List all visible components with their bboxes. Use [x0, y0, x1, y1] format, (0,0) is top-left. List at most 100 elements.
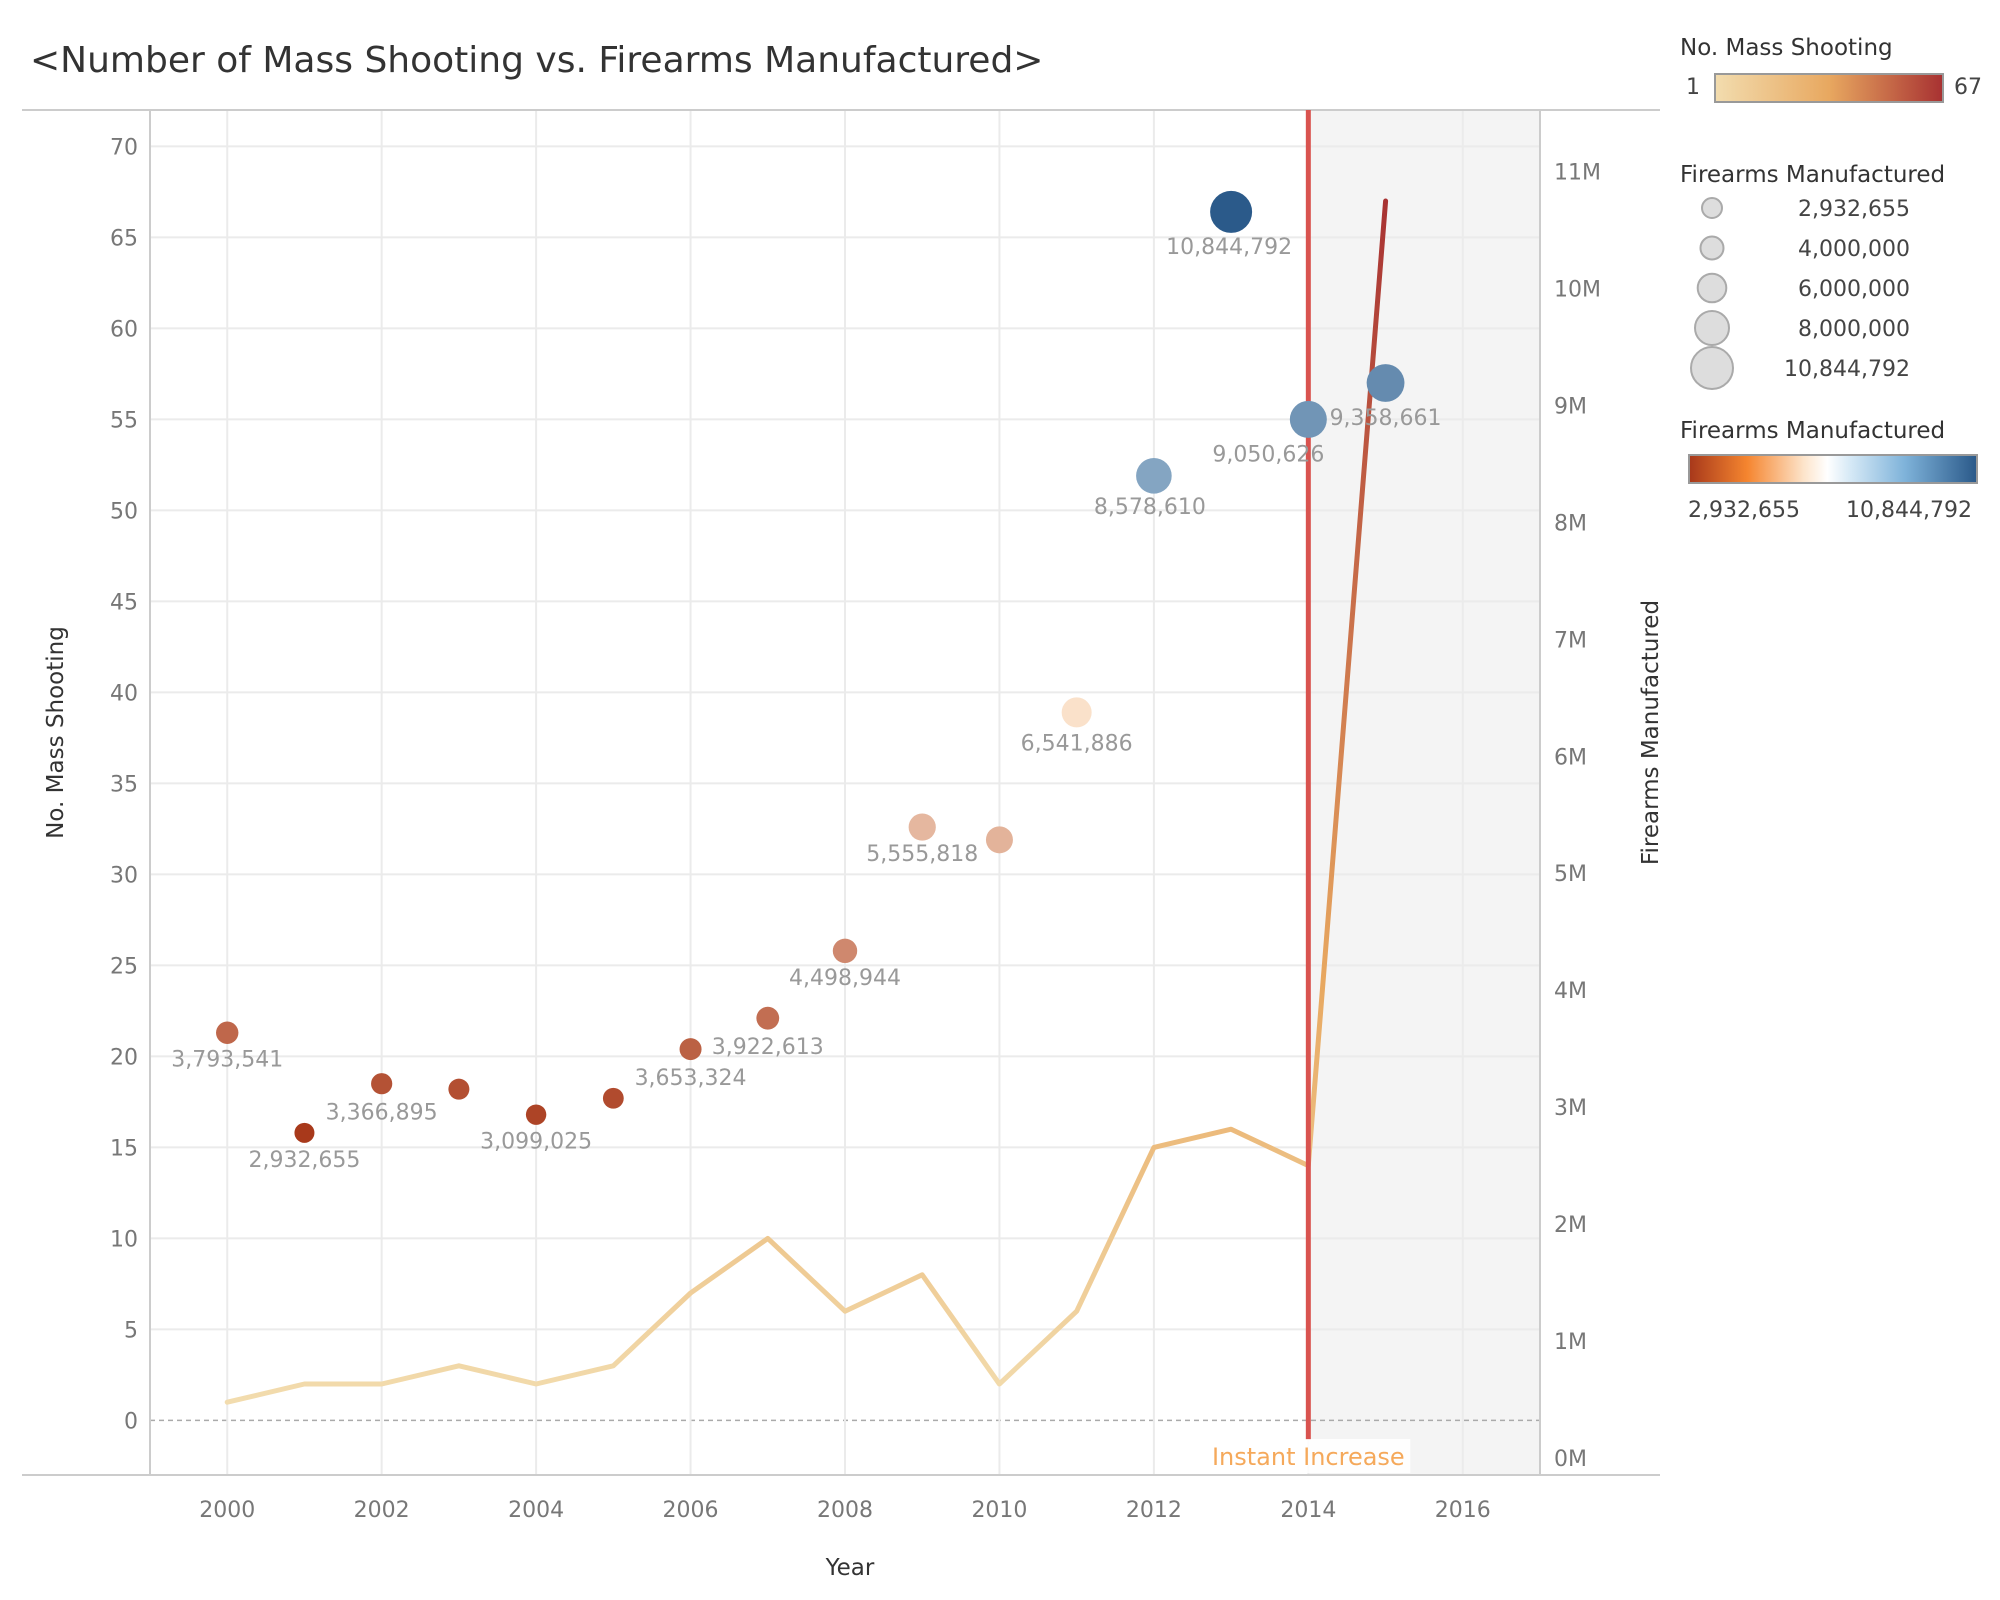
scatter-label: 2,932,655 — [248, 1148, 360, 1173]
y-left-tick-label: 65 — [110, 226, 138, 251]
legend-color-gradient — [1688, 454, 1978, 484]
y-right-tick-label: 10M — [1554, 277, 1601, 302]
scatter-labels: 3,793,541 2,932,655 3,366,895 3,099,025 3,65… — [171, 235, 1441, 1173]
y-left-tick-label: 15 — [110, 1136, 138, 1161]
y-right-tick-label: 1M — [1554, 1330, 1587, 1355]
y-right-tick-label: 11M — [1554, 160, 1601, 185]
scatter-label: 5,555,818 — [866, 842, 978, 867]
y-left-tick-label: 10 — [110, 1227, 138, 1252]
scatter-label: 9,050,626 — [1212, 442, 1324, 467]
y-axis-right-label: Firearms Manufactured — [1638, 600, 1660, 865]
scatter-label: 4,498,944 — [789, 966, 901, 991]
size-legend-label: 8,000,000 — [1798, 317, 1910, 342]
y-left-tick-label: 60 — [110, 317, 138, 342]
reference-label: Instant Increase — [1212, 1443, 1405, 1471]
x-tick-label: 2016 — [1435, 1498, 1491, 1523]
y-right-tick-label: 7M — [1554, 628, 1587, 653]
y-left-tick-label: 25 — [110, 954, 138, 979]
y-left-tick-label: 40 — [110, 681, 138, 706]
x-tick-label: 2000 — [199, 1498, 255, 1523]
scatter-point — [1136, 458, 1172, 494]
y-right-tick-label: 8M — [1554, 511, 1587, 536]
x-tick-label: 2004 — [508, 1498, 564, 1523]
y-left-tick-label: 0 — [124, 1409, 138, 1434]
reference-label-bg — [1206, 1439, 1411, 1473]
size-legend-label: 6,000,000 — [1798, 277, 1910, 302]
scatter-label: 3,366,895 — [326, 1101, 438, 1126]
scatter-point — [602, 1087, 624, 1109]
scatter-point — [371, 1073, 393, 1095]
legend-size: Firearms Manufactured 2,932,655 4,000,000… — [1680, 162, 1946, 390]
chart-svg: 0 5 10 15 20 25 30 35 40 45 50 55 60 65 70 2000 2002 2004… — [22, 109, 1660, 1581]
x-tick-label: 2006 — [663, 1498, 719, 1523]
y-left-tick-label: 30 — [110, 863, 138, 888]
y-right-tick-label: 5M — [1554, 862, 1587, 887]
size-legend-circle — [1696, 272, 1728, 304]
size-legend-circle — [1694, 310, 1730, 346]
y-left-tick-label: 20 — [110, 1045, 138, 1070]
y-right-tick-label: 0M — [1554, 1447, 1587, 1472]
mass-shooting-line — [224, 198, 1389, 1405]
legend-color: Firearms Manufactured 2,932,655 10,844,7… — [1680, 418, 1978, 523]
size-legend-circle — [1690, 346, 1734, 390]
scatter-point — [294, 1122, 315, 1143]
line-layer — [224, 198, 1389, 1405]
scatter-point — [679, 1038, 702, 1061]
chart-title: <Number of Mass Shooting vs. Firearms Ma… — [30, 40, 1044, 81]
size-legend-label: 10,844,792 — [1784, 357, 1910, 382]
scatter-label: 6,541,886 — [1021, 731, 1133, 756]
scatter-label: 9,358,661 — [1330, 406, 1442, 431]
scatter-point — [1210, 190, 1253, 233]
legend-size-items: 2,932,655 4,000,000 6,000,000 8,000,000 10,8… — [1690, 197, 1910, 390]
legend-count: No. Mass Shooting 1 67 — [1680, 35, 1982, 103]
size-legend-label: 2,932,655 — [1798, 197, 1910, 222]
legend-count-min: 1 — [1686, 75, 1700, 100]
scatter-point — [525, 1104, 547, 1125]
x-axis-label: Year — [825, 1555, 875, 1581]
scatter-label: 10,844,792 — [1166, 235, 1292, 260]
scatter-points — [216, 190, 1405, 1143]
scatter-point — [1289, 400, 1327, 438]
y-left-tick-label: 5 — [124, 1318, 138, 1343]
y-left-tick-label: 35 — [110, 772, 138, 797]
y-left-tick-label: 70 — [110, 135, 138, 160]
legend-color-title: Firearms Manufactured — [1680, 418, 1946, 444]
scatter-label: 3,653,324 — [635, 1066, 747, 1091]
size-legend-circle — [1701, 197, 1723, 219]
legend-color-min: 2,932,655 — [1688, 498, 1800, 523]
legend-count-title: No. Mass Shooting — [1680, 35, 1893, 61]
x-tick-label: 2002 — [354, 1498, 410, 1523]
x-tick-label: 2010 — [971, 1498, 1027, 1523]
y-left-tick-label: 50 — [110, 499, 138, 524]
x-tick-label: 2012 — [1126, 1498, 1182, 1523]
scatter-point — [1061, 697, 1092, 728]
scatter-point — [756, 1006, 780, 1030]
legend-color-max: 10,844,792 — [1846, 498, 1972, 523]
scatter-point — [448, 1078, 470, 1100]
y-left-tick-label: 45 — [110, 590, 138, 615]
axes: 0 5 10 15 20 25 30 35 40 45 50 55 60 65 70 2000 2002 2004… — [22, 109, 1660, 1523]
size-legend-label: 4,000,000 — [1798, 237, 1910, 262]
scatter-point — [832, 938, 858, 964]
y-right-tick-label: 4M — [1554, 979, 1587, 1004]
x-tick-label: 2008 — [817, 1498, 873, 1523]
y-right-tick-label: 6M — [1554, 745, 1587, 770]
legend-size-title: Firearms Manufactured — [1680, 162, 1946, 188]
legend-count-gradient — [1714, 73, 1944, 103]
scatter-point — [985, 826, 1013, 854]
scatter-point — [216, 1021, 239, 1044]
size-legend-circle — [1699, 235, 1725, 261]
scatter-label: 3,793,541 — [171, 1048, 283, 1073]
scatter-point — [908, 813, 936, 841]
shaded-region — [1308, 110, 1540, 1475]
y-left-tick-label: 55 — [110, 408, 138, 433]
scatter-label: 8,578,610 — [1094, 495, 1206, 520]
y-right-tick-label: 2M — [1554, 1213, 1587, 1238]
y-right-tick-label: 3M — [1554, 1096, 1587, 1121]
legend-count-max: 67 — [1954, 75, 1982, 100]
scatter-label: 3,922,613 — [712, 1035, 824, 1060]
scatter-point — [1366, 364, 1405, 402]
x-tick-label: 2014 — [1280, 1498, 1336, 1523]
scatter-label: 3,099,025 — [480, 1130, 592, 1155]
y-right-tick-label: 9M — [1554, 394, 1587, 419]
